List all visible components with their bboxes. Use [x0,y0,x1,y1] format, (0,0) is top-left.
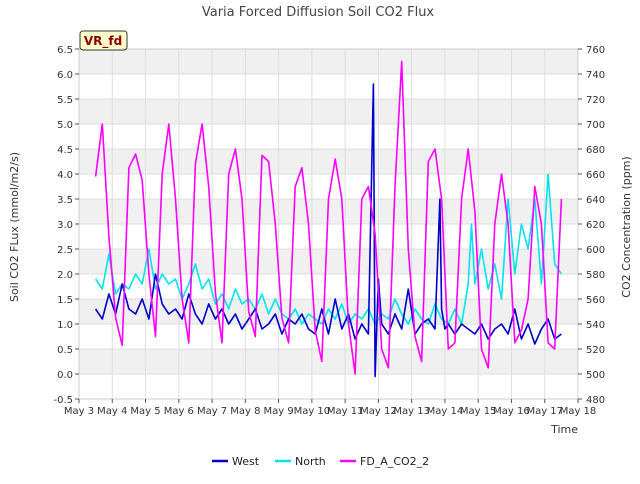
plot-band [79,374,578,399]
right-tick-label: 560 [586,295,605,306]
right-tick-label: 700 [586,120,605,131]
x-tick-label: May 8 [230,406,260,417]
right-tick-label: 640 [586,195,605,206]
left-tick-label: -0.5 [53,395,73,406]
plot-band [79,224,578,249]
left-tick-label: 1.5 [57,295,73,306]
right-tick-label: 620 [586,220,605,231]
x-tick-label: May 15 [460,406,497,417]
plot-band [79,349,578,374]
right-tick-label: 660 [586,170,605,181]
x-tick-label: May 5 [130,406,160,417]
legend-label-west: West [232,455,260,468]
right-tick-label: 680 [586,145,605,156]
x-tick-label: May 11 [327,406,364,417]
left-tick-label: 3.5 [57,195,73,206]
x-tick-label: May 13 [393,406,430,417]
x-axis-label: Time [550,423,578,436]
right-tick-label: 500 [586,370,605,381]
left-axis-ticks: -0.5 0.0 0.5 1.0 1.5 2.0 2.5 3.0 3.5 4.0 4.5 5.0 5.5… [53,45,79,406]
left-tick-label: 5.5 [57,95,73,106]
left-tick-label: 6.5 [57,45,73,56]
left-tick-label: 2.0 [57,270,73,281]
x-tick-label: May 9 [263,406,293,417]
x-tick-label: May 6 [164,406,194,417]
fd-a-co2-2-series-line [94,60,563,375]
right-tick-label: 740 [586,70,605,81]
x-tick-label: May 14 [427,406,464,417]
plot-band [79,49,578,74]
badge-label: VR_fd [84,34,122,49]
x-tick-label: May 16 [493,406,530,417]
y-axis-right-label: CO2 Concentration (ppm) [620,156,633,297]
right-tick-label: 600 [586,245,605,256]
right-axis-ticks: 480 500 520 540 560 580 600 620 640 660 680 700 720 7… [578,45,605,406]
left-tick-label: 5.0 [57,120,73,131]
badge-box [79,30,128,51]
x-axis-ticks: May 3 May 4 May 5 May 6 May 7 May 8 May 9 May 1… [64,399,596,417]
chart-title: Varia Forced Diffusion Soil CO2 Flux [202,5,435,20]
x-tick-label: May 4 [97,406,127,417]
west-series-line [94,83,562,378]
plot-band [79,99,578,124]
legend-label-north: North [295,455,326,468]
plot-band [79,249,578,274]
left-tick-label: 1.0 [57,320,73,331]
plot-band [79,149,578,174]
right-tick-label: 720 [586,95,605,106]
x-tick-label: May 7 [197,406,227,417]
series-layer [94,60,563,378]
right-tick-label: 540 [586,320,605,331]
left-tick-label: 6.0 [57,70,73,81]
right-tick-label: 480 [586,395,605,406]
right-tick-label: 520 [586,345,605,356]
right-tick-label: 580 [586,270,605,281]
left-tick-label: 2.5 [57,245,73,256]
legend: West North FD_A_CO2_2 [212,455,429,468]
left-tick-label: 4.0 [57,170,73,181]
x-tick-label: May 10 [294,406,331,417]
left-tick-label: 4.5 [57,145,73,156]
x-tick-label: May 17 [526,406,563,417]
x-tick-label: May 3 [64,406,94,417]
plot-band [79,274,578,299]
x-tick-label: May 18 [560,406,597,417]
right-tick-label: 760 [586,45,605,56]
plot-band [79,74,578,99]
badge: VR_fd [79,30,128,51]
plot-band [79,124,578,149]
legend-label-fd-a-co2-2: FD_A_CO2_2 [360,455,429,468]
left-tick-label: 3.0 [57,220,73,231]
x-tick-label: May 12 [360,406,397,417]
y-axis-left-label: Soil CO2 FLux (mmol/m2/s) [8,152,21,302]
left-tick-label: 0.0 [57,370,73,381]
left-tick-label: 0.5 [57,345,73,356]
